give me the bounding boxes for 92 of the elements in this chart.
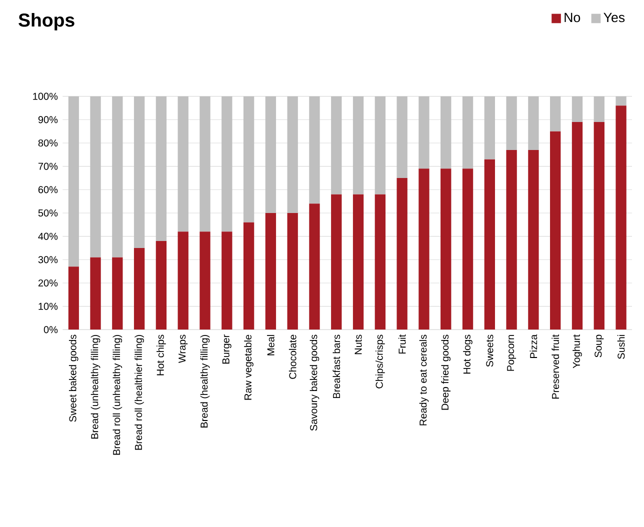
legend-label: Yes xyxy=(604,12,625,22)
y-tick-label: 80% xyxy=(38,139,58,147)
bar xyxy=(528,150,539,330)
x-tick-label: Deep fried goods xyxy=(441,334,451,410)
bar xyxy=(243,96,254,222)
x-tick-label: Bread roll (unhealthy filling) xyxy=(112,335,122,455)
x-tick-label: Breakfast bars xyxy=(332,334,340,398)
x-tick-label: Sweets xyxy=(486,334,494,367)
bar xyxy=(178,96,188,232)
x-tick-label: Bread (unhealthy filling) xyxy=(90,335,100,439)
x-tick-label: Chocolate xyxy=(288,334,296,379)
bar xyxy=(374,194,386,330)
x-tick-label: Fruit xyxy=(398,334,406,354)
y-tick-label: 100% xyxy=(33,92,58,100)
bar xyxy=(352,96,364,194)
bar xyxy=(68,96,79,267)
bar xyxy=(506,150,517,330)
x-tick-label: Yoghurt xyxy=(572,334,582,368)
bar xyxy=(200,96,210,232)
bar xyxy=(374,96,386,194)
bar xyxy=(309,204,320,330)
x-tick-label: Chips/crisps xyxy=(376,334,385,388)
bar xyxy=(396,96,408,178)
y-tick-label: 70% xyxy=(38,162,58,170)
bar xyxy=(243,222,254,330)
x-tick-label: Raw vegetable xyxy=(244,334,254,400)
bar xyxy=(287,96,298,213)
bar xyxy=(331,96,342,194)
bar xyxy=(572,96,583,122)
x-tick-label: Popcorn xyxy=(507,335,516,371)
x-tick-label: Ready to eat cereals xyxy=(419,334,429,426)
bar xyxy=(550,96,561,132)
bar xyxy=(506,96,517,150)
bar xyxy=(90,96,101,258)
y-tick-label: 20% xyxy=(38,279,58,287)
chart-title: Shops xyxy=(18,13,74,30)
bar xyxy=(594,122,604,330)
x-tick-label: Bread roll (healthier filling) xyxy=(134,335,144,450)
x-tick-label: Pizza xyxy=(530,334,538,358)
x-tick-label: Nuts xyxy=(354,334,362,354)
x-tick-label: Hot dogs xyxy=(463,334,472,374)
bar xyxy=(287,212,298,330)
y-tick-label: 30% xyxy=(38,256,58,264)
y-tick-label: 90% xyxy=(38,116,58,124)
y-tick-label: 10% xyxy=(38,302,58,310)
bar xyxy=(440,96,452,169)
bar xyxy=(265,212,276,330)
bar xyxy=(418,96,430,169)
bar xyxy=(440,168,452,330)
bar xyxy=(265,96,276,213)
bar xyxy=(68,266,79,330)
y-tick-label: 60% xyxy=(38,186,58,194)
bar xyxy=(616,106,626,330)
bar xyxy=(572,122,583,330)
bar xyxy=(200,232,210,330)
y-tick-label: 0% xyxy=(44,326,58,334)
bar xyxy=(90,257,101,330)
bar xyxy=(156,240,167,330)
bar xyxy=(222,232,232,330)
bar xyxy=(396,178,408,330)
bar xyxy=(418,168,430,330)
bar xyxy=(112,96,123,258)
bar xyxy=(550,131,561,330)
y-tick-label: 40% xyxy=(38,232,58,240)
x-tick-label: Preserved fruit xyxy=(552,334,560,399)
x-tick-label: Bread (healthy filling) xyxy=(200,335,210,428)
bar xyxy=(222,96,232,232)
x-tick-label: Sushi xyxy=(617,335,625,359)
bar xyxy=(616,96,626,106)
bar xyxy=(484,96,495,160)
bar xyxy=(484,159,495,330)
bar xyxy=(331,194,342,330)
bar xyxy=(594,96,604,122)
y-tick-label: 50% xyxy=(38,209,58,217)
bar xyxy=(462,168,474,330)
x-tick-label: Wraps xyxy=(178,334,188,364)
bar xyxy=(156,96,167,241)
bar xyxy=(134,96,145,248)
x-tick-label: Burger xyxy=(222,334,232,364)
bar xyxy=(352,194,364,330)
bar xyxy=(462,96,474,169)
x-tick-label: Meal xyxy=(267,335,274,356)
bar xyxy=(309,96,320,204)
bar xyxy=(178,232,188,330)
x-tick-label: Savoury baked goods xyxy=(310,334,320,431)
x-tick-label: Sweet baked goods xyxy=(68,334,78,422)
bar xyxy=(528,96,539,150)
bar xyxy=(134,248,145,330)
x-tick-label: Soup xyxy=(594,334,604,358)
legend-label: No xyxy=(564,12,580,22)
x-tick-label: Hot chips xyxy=(156,334,166,376)
bar xyxy=(112,257,123,330)
